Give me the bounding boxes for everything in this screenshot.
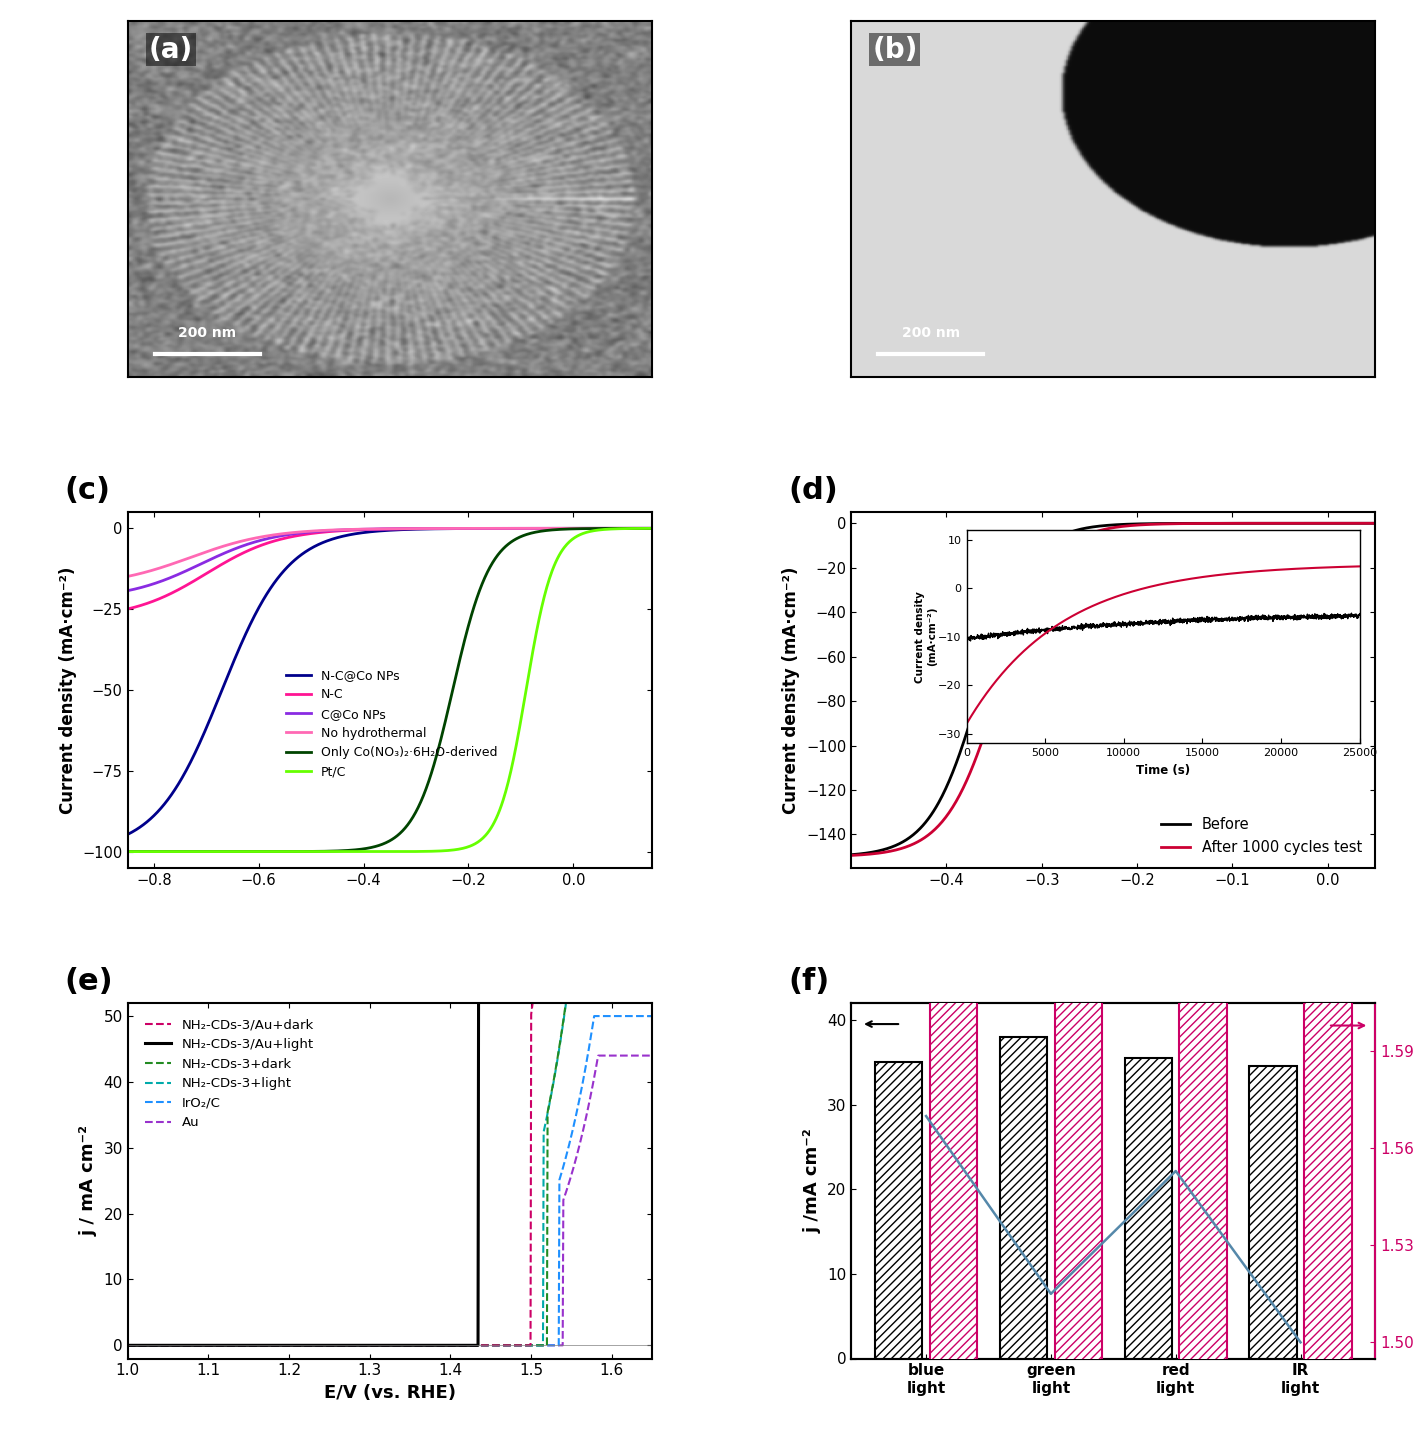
Text: 200 nm: 200 nm: [902, 326, 960, 340]
After 1000 cycles test: [936, 811, 953, 828]
Bar: [1305, 0, 1351, 1430]
Text: (e): (e): [65, 967, 113, 995]
Before: [1367, 515, 1384, 532]
Y-axis label: Current density (mA·cm⁻²): Current density (mA·cm⁻²): [783, 566, 801, 814]
Y-axis label: j / mA cm⁻²: j / mA cm⁻²: [79, 1125, 98, 1236]
Line: Before: Before: [851, 523, 1375, 855]
Before: [1081, 519, 1098, 536]
After 1000 cycles test: [1238, 515, 1255, 532]
Before: [1238, 515, 1255, 532]
Bar: [875, 1062, 922, 1358]
Legend: N-C@Co NPs, N-C, C@Co NPs, No hydrothermal, Only Co(NO₃)₂·6H₂O-derived, Pt/C: N-C@Co NPs, N-C, C@Co NPs, No hydrotherm…: [281, 664, 502, 784]
Text: 200 nm: 200 nm: [179, 326, 237, 340]
Bar: [1249, 1067, 1297, 1358]
Bar: [1180, 0, 1227, 1430]
Before: [1151, 515, 1168, 532]
Bar: [1055, 0, 1102, 1430]
Before: [977, 661, 994, 678]
Text: (f): (f): [788, 967, 830, 995]
Legend: NH₂-CDs-3/Au+dark, NH₂-CDs-3/Au+light, NH₂-CDs-3+dark, NH₂-CDs-3+light, IrO₂/C, : NH₂-CDs-3/Au+dark, NH₂-CDs-3/Au+light, N…: [139, 1012, 319, 1134]
After 1000 cycles test: [1193, 515, 1210, 532]
Bar: [930, 0, 977, 1430]
Legend: Before, After 1000 cycles test: Before, After 1000 cycles test: [1156, 811, 1368, 861]
X-axis label: E/V (vs. RHE): E/V (vs. RHE): [323, 1384, 455, 1401]
Bar: [1124, 1058, 1173, 1358]
After 1000 cycles test: [1151, 515, 1168, 532]
Before: [936, 784, 953, 801]
Text: (c): (c): [65, 476, 111, 505]
Y-axis label: Current density (mA·cm⁻²): Current density (mA·cm⁻²): [60, 566, 77, 814]
Line: After 1000 cycles test: After 1000 cycles test: [851, 523, 1375, 855]
Text: (d): (d): [788, 476, 838, 505]
Before: [842, 847, 859, 864]
After 1000 cycles test: [842, 847, 859, 864]
After 1000 cycles test: [1081, 526, 1098, 543]
Before: [1193, 515, 1210, 532]
After 1000 cycles test: [1367, 515, 1384, 532]
Bar: [1000, 1037, 1046, 1358]
After 1000 cycles test: [977, 721, 994, 738]
Text: (b): (b): [872, 36, 917, 64]
Text: (a): (a): [149, 36, 193, 64]
Y-axis label: j /mA cm⁻²: j /mA cm⁻²: [804, 1128, 821, 1233]
